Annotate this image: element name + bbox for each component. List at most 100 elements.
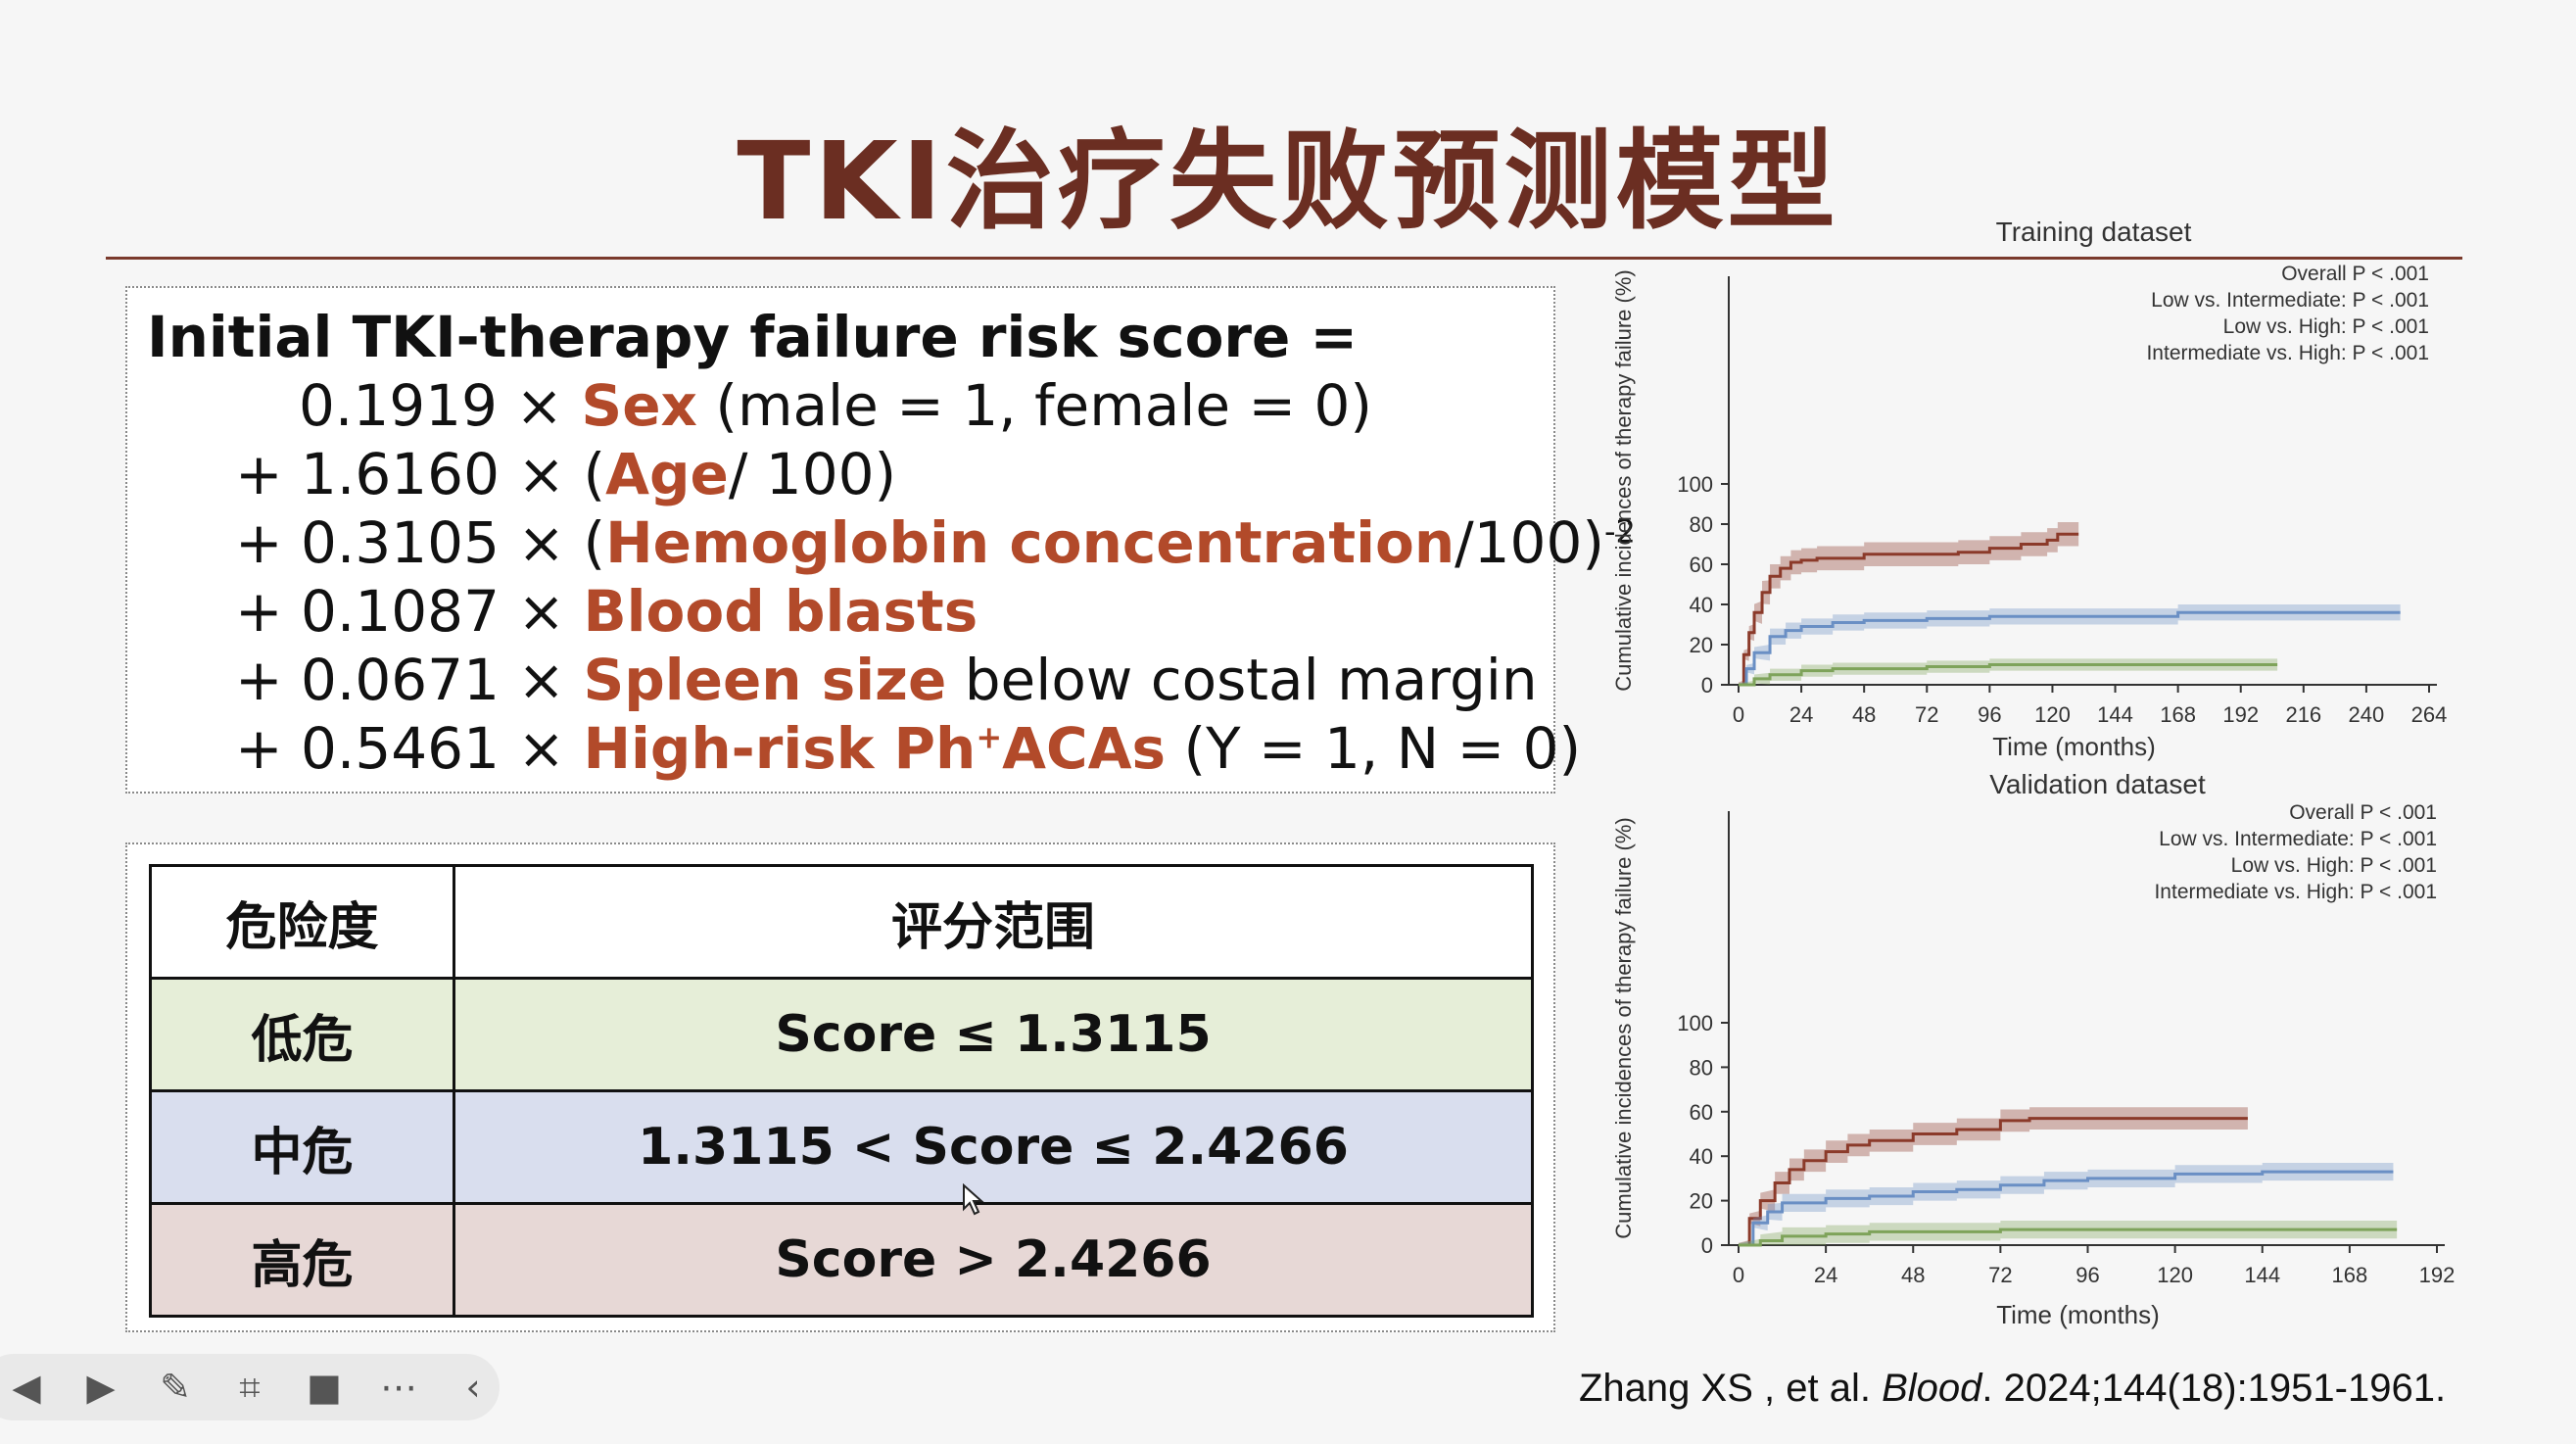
x-tick-label: 144 [2244,1263,2280,1287]
formula-box: Initial TKI-therapy failure risk score =… [125,286,1636,794]
x-tick-label: 96 [2075,1263,2099,1287]
term-suffix: below costal margin [946,647,1538,713]
formula-term-blasts: + 0.1087 × Blood blasts [235,578,978,645]
x-tick-label: 24 [1789,702,1813,727]
term-exponent: -2 [1603,512,1636,551]
p-value-annotation: Intermediate vs. High: P < .001 [2154,881,2437,903]
y-tick-label: 40 [1690,1144,1713,1169]
x-tick-label: 120 [2034,702,2071,727]
term-suffix: /100) [1455,509,1604,576]
p-value-annotation: Low vs. High: P < .001 [2231,854,2437,877]
high-risk-band [1739,521,2079,685]
low-risk-line [1739,1227,2398,1247]
x-tick-label: 48 [1901,1263,1925,1287]
presentation-toolbar: ◀ ▶ ✎ ⌗ ■ ⋯ ‹ [0,1354,500,1420]
x-tick-label: 168 [2160,702,2196,727]
formula-heading: Initial TKI-therapy failure risk score = [147,304,1359,370]
x-axis-label: Time (months) [1992,732,2156,761]
next-icon[interactable]: ▶ [86,1366,116,1409]
term-prefix: + 0.3105 × ( [235,509,606,576]
title-divider [106,257,2462,260]
x-tick-label: 72 [1988,1263,2012,1287]
low-risk-band [1739,1221,2398,1245]
table-row-low: 低危 Score ≤ 1.3115 [149,977,1534,1092]
x-tick-label: 144 [2097,702,2133,727]
intermediate-risk-band [1739,604,2401,685]
x-tick-label: 192 [2419,1263,2456,1287]
p-value-annotation: Low vs. Intermediate: P < .001 [2151,289,2429,312]
y-tick-label: 20 [1690,1189,1713,1214]
y-tick-label: 0 [1701,673,1713,698]
y-axis-label: Cumulative incidences of therapy failure… [1611,269,1636,691]
high-risk-line [1739,532,2079,687]
p-value-annotation: Low vs. High: P < .001 [2223,315,2429,338]
citation-authors: Zhang XS , et al. [1579,1367,1883,1410]
y-tick-label: 60 [1690,1100,1713,1125]
chart-plot-area: 0 20 40 60 80 100 0 24 48 72 96 120 144 168 192 216 240 2… [1611,217,2447,761]
table-row-high: 高危 Score > 2.4266 [149,1202,1534,1318]
citation: Zhang XS , et al. Blood. 2024;144(18):19… [1579,1367,2446,1411]
chart-title: Validation dataset [1989,769,2206,799]
more-icon[interactable]: ⋯ [380,1366,417,1409]
low-risk-line [1739,663,2278,687]
x-tick-label: 0 [1733,1263,1744,1287]
citation-journal: Blood [1882,1367,1982,1410]
x-tick-label: 264 [2411,702,2448,727]
x-tick-label: 48 [1852,702,1876,727]
term-name-sup: + [976,718,1003,756]
camera-icon[interactable]: ■ [307,1366,342,1409]
pen-icon[interactable]: ✎ [160,1366,191,1409]
x-tick-label: 0 [1733,702,1744,727]
y-tick-label: 100 [1677,472,1713,497]
term-prefix: + 0.1087 × [235,578,584,645]
term-suffix: (Y = 1, N = 0) [1166,715,1582,782]
term-prefix: + 0.5461 × [235,715,584,782]
intermediate-risk-line [1739,610,2401,687]
chart-plot-area: 0 20 40 60 80 100 0 24 48 72 96 120 144 168 192 Validat… [1611,769,2455,1329]
term-prefix: + 0.0671 × [235,647,584,713]
collapse-icon[interactable]: ‹ [465,1366,481,1409]
mouse-cursor-icon [963,1183,984,1216]
term-prefix: 0.1919 × [299,372,582,439]
table-row-intermediate: 中危 1.3115 < Score ≤ 2.4266 [149,1089,1534,1205]
validation-chart: 0 20 40 60 80 100 0 24 48 72 96 120 144 168 192 Validat… [1611,769,2455,1329]
p-value-annotation: Overall P < .001 [2289,801,2437,824]
x-tick-label: 168 [2332,1263,2368,1287]
term-suffix: / 100) [728,441,897,507]
x-tick-label: 120 [2157,1263,2193,1287]
p-value-annotation: Low vs. Intermediate: P < .001 [2159,828,2437,850]
p-value-annotation: Overall P < .001 [2281,263,2429,285]
x-tick-label: 72 [1915,702,1938,727]
prev-icon[interactable]: ◀ [12,1366,41,1409]
y-tick-label: 40 [1690,593,1713,617]
high-risk-line [1739,1117,2248,1247]
risk-level-cell: 中危 [149,1089,455,1205]
header-score-range: 评分范围 [453,864,1534,980]
risk-level-cell: 低危 [149,977,455,1092]
risk-table-box: 危险度 评分范围 低危 Score ≤ 1.3115 中危 1.3115 < S… [125,842,1555,1332]
screenshot-icon[interactable]: ⌗ [239,1365,261,1409]
p-value-annotation: Intermediate vs. High: P < .001 [2146,342,2429,364]
risk-table: 危险度 评分范围 低危 Score ≤ 1.3115 中危 1.3115 < S… [149,864,1534,1318]
y-axis-label: Cumulative incidences of therapy failure… [1611,817,1636,1238]
term-suffix: (male = 1, female = 0) [696,372,1373,439]
formula-term-hemoglobin: + 0.3105 × (Hemoglobin concentration/100… [235,509,1636,576]
table-header-row: 危险度 评分范围 [149,864,1534,980]
term-name: Spleen size [583,647,947,713]
risk-level-cell: 高危 [149,1202,455,1318]
y-tick-label: 100 [1677,1011,1713,1035]
y-tick-label: 60 [1690,553,1713,577]
formula-term-age: + 1.6160 × (Age/ 100) [235,441,896,507]
x-axis-label: Time (months) [1996,1300,2160,1329]
term-name: Age [605,441,729,507]
term-prefix: + 1.6160 × ( [235,441,606,507]
term-name: High-risk Ph+ACAs [583,715,1166,782]
high-risk-band [1739,1107,2248,1245]
y-tick-label: 20 [1690,633,1713,657]
y-tick-label: 80 [1690,512,1713,537]
intermediate-risk-line [1739,1170,2394,1247]
formula-term-sex: 0.1919 × Sex (male = 1, female = 0) [299,372,1372,439]
term-name-tail: ACAs [1002,715,1167,782]
y-tick-label: 0 [1701,1233,1713,1258]
score-range-cell: Score > 2.4266 [453,1202,1534,1318]
